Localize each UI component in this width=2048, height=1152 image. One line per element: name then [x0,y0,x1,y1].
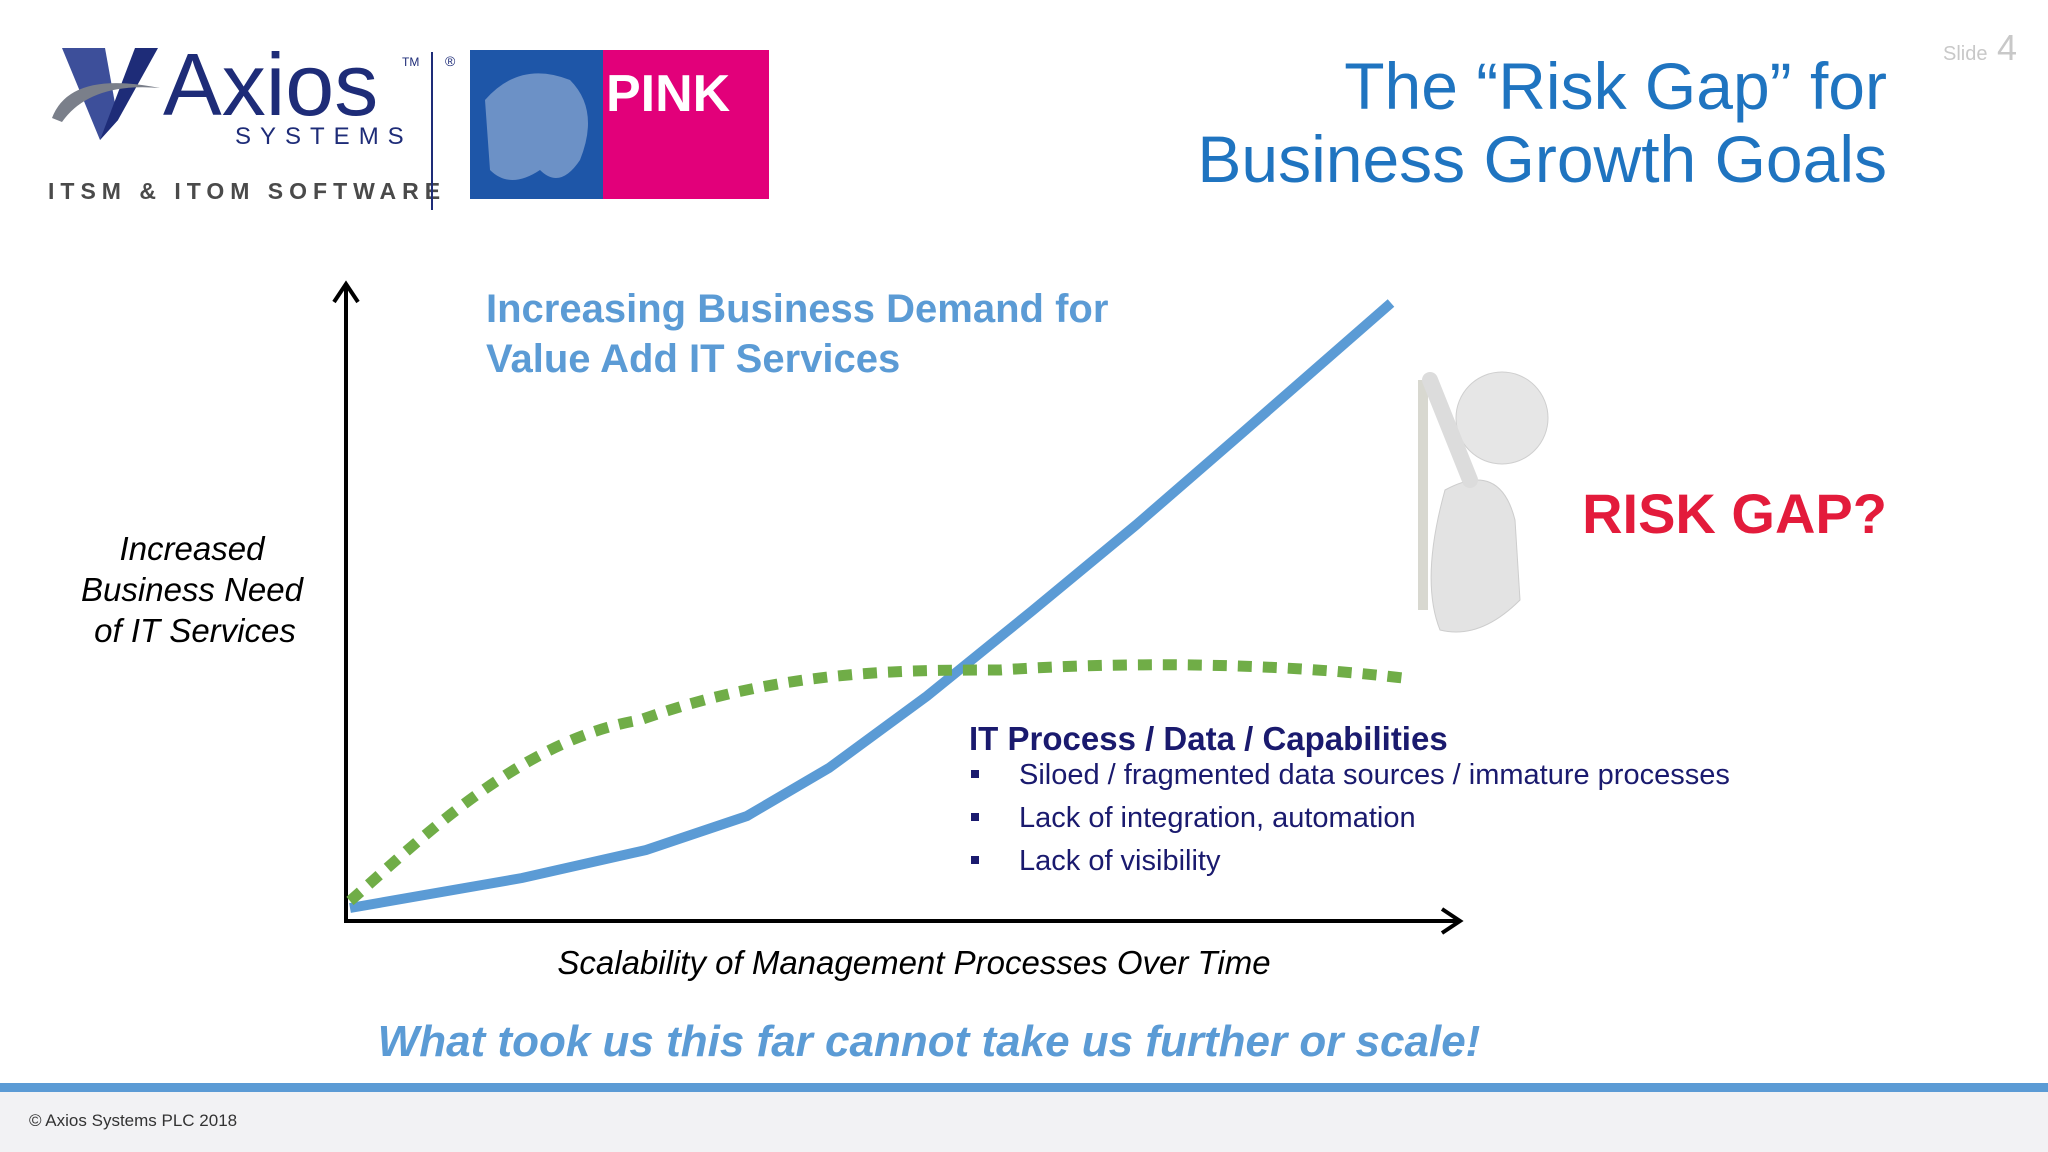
bullet-marker [971,856,979,864]
risk-gap: RISK GAP? [1582,482,1887,545]
y-axis-label: Increased [120,530,267,567]
bullet-text: Siloed / fragmented data sources / immat… [1019,759,1730,791]
title: Business Growth Goals [1197,122,1887,196]
figure-head [1455,371,1549,465]
logo-mark [100,48,158,140]
bullet-marker [971,770,979,778]
title: The “Risk Gap” for [1344,49,1887,123]
bullet-list: Siloed / fragmented data sources / immat… [971,759,1730,877]
tagline: What took us this far cannot take us fur… [378,1017,1481,1066]
ruler [1418,380,1428,610]
bullet-marker [971,813,979,821]
footer-bar [0,1083,2048,1092]
logo-tagline: ITSM & ITOM SOFTWARE [48,178,446,204]
partner-name: PINK [606,65,731,123]
figure [1418,371,1549,633]
figure-body [1430,479,1521,633]
y-arrow [332,280,360,304]
demand-label: Increasing Business Demand for [486,287,1108,331]
demand-label: Value Add IT Services [486,337,900,381]
footer [0,1092,2048,1152]
footer-text: © Axios Systems PLC 2018 [29,1111,237,1130]
bullet-text: Lack of integration, automation [1019,802,1416,834]
bullet-text: Lack of visibility [1019,845,1221,877]
figure-arm [1422,372,1478,488]
partner-image [470,50,605,199]
logo: Axios TM ® SYSTEMS ITSM & ITOM SOFTWARE … [48,35,769,210]
x-arrow [1440,907,1464,935]
logo-registered: ® [445,53,456,69]
y-axis-label: Business Need [81,571,305,608]
logo-swoosh [52,83,160,122]
logo-tm: TM [402,55,419,69]
demand-curve [349,299,1395,913]
y-axis-label: of IT Services [94,612,296,649]
x-axis-label: Scalability of Management Processes Over… [557,944,1270,981]
logo-name: Axios [163,35,378,134]
capabilities-heading: IT Process / Data / Capabilities [969,720,1448,757]
slide-number: 4 [1997,27,2017,68]
axes [332,280,1464,935]
logo-sub: SYSTEMS [235,123,413,150]
slide-label: Slide [1943,43,1987,65]
partner-elephant [485,73,588,180]
partner-box [603,50,769,199]
